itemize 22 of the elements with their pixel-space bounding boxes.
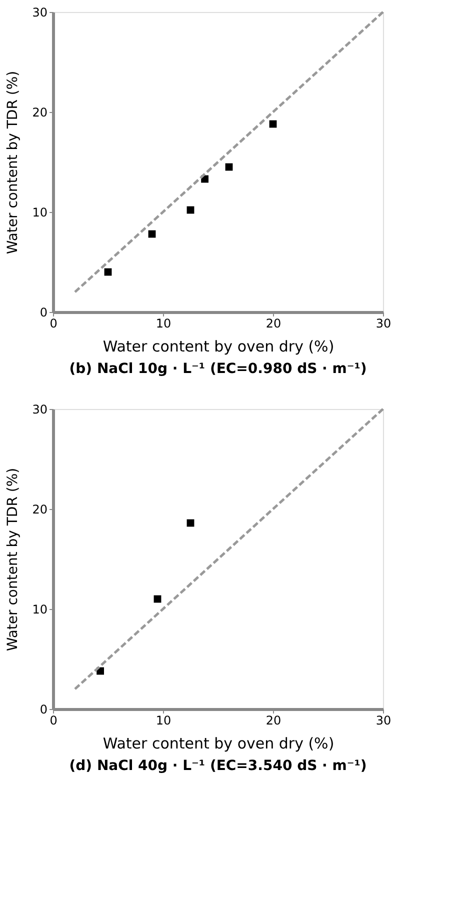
x-tick-label: 30 xyxy=(376,316,392,330)
x-tick-label: 0 xyxy=(50,714,58,728)
x-tick-label: 20 xyxy=(266,714,282,728)
x-axis-title: Water content by oven dry (%) xyxy=(102,338,334,356)
x-tick-label: 10 xyxy=(156,316,172,330)
y-tick-label: 30 xyxy=(32,402,48,416)
y-tick-label: 10 xyxy=(32,206,48,220)
y-tick-label: 0 xyxy=(40,702,48,716)
x-tick-label: 30 xyxy=(376,714,392,728)
y-tick-label: 10 xyxy=(32,602,48,616)
y-axis-title: Water content by TDR (%) xyxy=(5,70,22,254)
text: (d) NaCl 40g · L⁻¹ (EC=3.540 dS · m⁻¹) xyxy=(69,758,367,774)
x-axis-title: Water content by oven dry (%) xyxy=(102,734,334,752)
x-tick-label: 20 xyxy=(266,316,282,330)
x-tick-label: 0 xyxy=(50,316,58,330)
y-tick-label: 0 xyxy=(40,306,48,320)
y-axis-title: Water content by TDR (%) xyxy=(5,468,22,652)
y-tick-label: 20 xyxy=(32,106,48,120)
x-tick-label: 10 xyxy=(156,714,172,728)
text: (b) NaCl 10g · L⁻¹ (EC=0.980 dS · m⁻¹) xyxy=(69,361,367,377)
y-tick-label: 30 xyxy=(32,6,48,20)
y-tick-label: 20 xyxy=(32,502,48,516)
